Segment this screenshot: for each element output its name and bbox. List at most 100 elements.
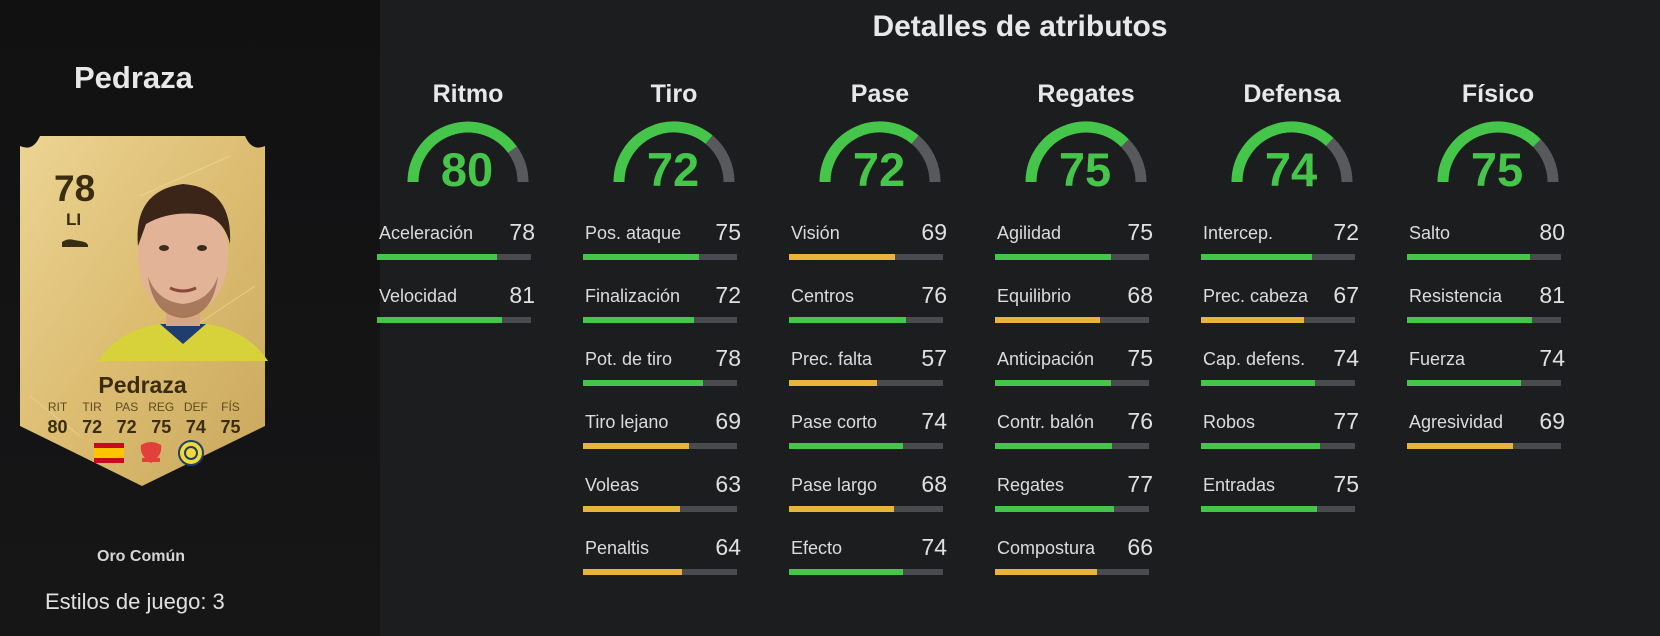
playstyles-count[interactable]: Estilos de juego: 3 (45, 589, 225, 614)
stat-row[interactable]: Efecto 74 (789, 534, 949, 588)
stat-name: Regates (997, 475, 1065, 495)
stat-bar-fill (377, 254, 498, 260)
stat-row[interactable]: Voleas 63 (583, 471, 743, 525)
stat-row[interactable]: Entradas 75 (1201, 471, 1361, 525)
stat-row[interactable]: Intercep. 72 (1201, 219, 1361, 273)
card-badges (94, 440, 204, 466)
page-title: Detalles de atributos (872, 10, 1168, 43)
stat-bar-fill (789, 317, 907, 323)
stat-bar-fill (1201, 317, 1305, 323)
card-rating: 78 (54, 168, 96, 209)
stat-bar-track (995, 569, 1149, 575)
stat-name: Tiro lejano (585, 412, 669, 432)
stat-value: 75 (1127, 219, 1153, 245)
stat-name: Efecto (791, 538, 843, 558)
stat-row[interactable]: Centros 76 (789, 282, 949, 336)
stat-name: Centros (791, 286, 855, 306)
category-name: Físico (1461, 80, 1535, 108)
stat-row[interactable]: Pot. de tiro 78 (583, 345, 743, 399)
stat-name: Voleas (585, 475, 640, 495)
category-name: Regates (1037, 80, 1135, 108)
card-stat-value: 72 (82, 417, 103, 437)
stat-row[interactable]: Agilidad 75 (995, 219, 1155, 273)
stat-bar-fill (995, 506, 1114, 512)
stat-row[interactable]: Pos. ataque 75 (583, 219, 743, 273)
stat-bar-fill (1407, 254, 1531, 260)
card-stat-reg: REG 75 (148, 400, 175, 438)
stat-name: Aceleración (379, 223, 474, 243)
stat-row[interactable]: Velocidad 81 (377, 282, 537, 336)
category-value: 74 (1264, 143, 1318, 196)
stat-row[interactable]: Penaltis 64 (583, 534, 743, 588)
stat-bar-track (995, 443, 1149, 449)
stat-name: Prec. cabeza (1203, 286, 1309, 306)
stat-bar-fill (995, 380, 1111, 386)
stat-row[interactable]: Aceleración 78 (377, 219, 537, 273)
stat-row[interactable]: Fuerza 74 (1407, 345, 1567, 399)
stat-row[interactable]: Visión 69 (789, 219, 949, 273)
stat-row[interactable]: Contr. balón 76 (995, 408, 1155, 462)
stat-bar-track (583, 317, 737, 323)
stat-value: 72 (715, 282, 741, 308)
stat-bar-fill (583, 443, 690, 449)
stat-name: Compostura (997, 538, 1096, 558)
stat-value: 75 (715, 219, 741, 245)
stat-bar-fill (1407, 443, 1514, 449)
stat-row[interactable]: Robos 77 (1201, 408, 1361, 462)
player-card[interactable]: 78 LI Pedraza RIT 80 TIR 72 PAS 72 REG 75 DEF 74 F… (20, 136, 268, 486)
stat-row[interactable]: Anticipación 75 (995, 345, 1155, 399)
gauge-fill (407, 121, 517, 183)
card-stat-fís: FÍS 75 (217, 400, 244, 438)
category-name: Ritmo (432, 80, 504, 108)
stat-row[interactable]: Equilibrio 68 (995, 282, 1155, 336)
stat-bar-fill (789, 506, 894, 512)
gauge-track (1325, 137, 1353, 183)
stat-value: 69 (921, 219, 947, 245)
card-stat-rit: RIT 80 (44, 400, 71, 438)
stat-name: Robos (1203, 412, 1256, 432)
card-stat-pas: PAS 72 (113, 400, 140, 438)
stat-row[interactable]: Pase corto 74 (789, 408, 949, 462)
card-stat-label: PAS (115, 400, 139, 414)
card-position: LI (66, 210, 82, 229)
card-stat-value: 72 (116, 417, 137, 437)
stat-value: 63 (715, 471, 741, 497)
stat-row[interactable]: Regates 77 (995, 471, 1155, 525)
stat-bar-fill (1407, 380, 1521, 386)
category-gauge (1437, 121, 1559, 183)
stat-row[interactable]: Pase largo 68 (789, 471, 949, 525)
gauge-fill (819, 121, 919, 183)
stat-row[interactable]: Resistencia 81 (1407, 282, 1567, 336)
stat-row[interactable]: Agresividad 69 (1407, 408, 1567, 462)
stat-bar-fill (789, 380, 877, 386)
stat-value: 81 (1539, 282, 1565, 308)
stat-name: Contr. balón (997, 412, 1095, 432)
stat-row[interactable]: Cap. defens. 74 (1201, 345, 1361, 399)
player-panel: Pedraza 78 LI (0, 0, 380, 636)
stat-bar-track (583, 569, 737, 575)
stat-bar-track (995, 380, 1149, 386)
stat-value: 68 (921, 471, 947, 497)
stat-value: 78 (509, 219, 535, 245)
stat-bar-track (583, 380, 737, 386)
stat-value: 75 (1333, 471, 1359, 497)
stat-row[interactable]: Prec. cabeza 67 (1201, 282, 1361, 336)
stat-value: 66 (1127, 534, 1153, 560)
stat-value: 64 (715, 534, 741, 560)
stat-row[interactable]: Compostura 66 (995, 534, 1155, 588)
category-value: 75 (1470, 143, 1524, 196)
stat-value: 75 (1127, 345, 1153, 371)
stat-row[interactable]: Finalización 72 (583, 282, 743, 336)
stat-bar-track (1201, 443, 1355, 449)
stat-bar-track (583, 443, 737, 449)
stat-bar-fill (1201, 380, 1315, 386)
stat-value: 78 (715, 345, 741, 371)
stat-row[interactable]: Salto 80 (1407, 219, 1567, 273)
stat-value: 74 (1333, 345, 1359, 371)
card-stat-value: 75 (151, 417, 172, 437)
stat-bar-track (789, 569, 943, 575)
stat-bar-track (789, 506, 943, 512)
stat-row[interactable]: Prec. falta 57 (789, 345, 949, 399)
category-value: 72 (646, 143, 700, 196)
stat-row[interactable]: Tiro lejano 69 (583, 408, 743, 462)
